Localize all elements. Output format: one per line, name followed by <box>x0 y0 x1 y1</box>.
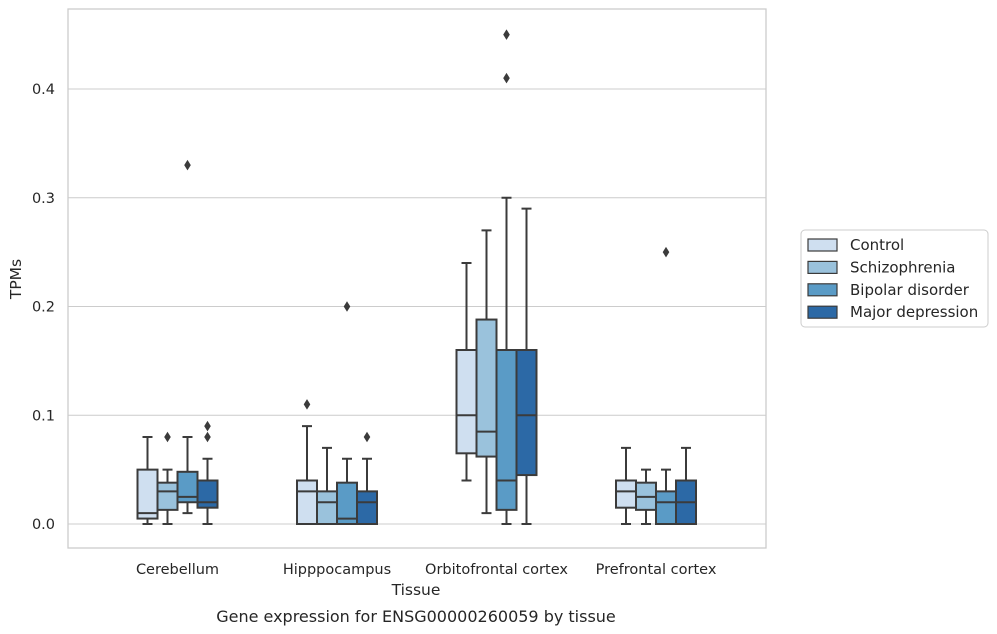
iqr-box <box>136 468 159 520</box>
x-tick-label: Hipppocampus <box>283 562 391 578</box>
box-schizophrenia <box>635 468 657 525</box>
y-tick-label: 0.3 <box>32 191 55 207</box>
y-axis-title: TPMs <box>7 259 25 300</box>
outlier-point <box>662 246 670 258</box>
iqr-box <box>316 490 338 525</box>
iqr-box <box>615 479 637 509</box>
y-tick-label: 0.4 <box>32 82 55 98</box>
legend-swatch <box>807 238 838 252</box>
legend-label: Major depression <box>850 303 978 321</box>
box-control <box>455 262 478 482</box>
y-tick-label: 0.1 <box>32 408 55 424</box>
iqr-box <box>196 479 219 509</box>
box-schizophrenia <box>475 229 498 515</box>
legend-frame <box>800 229 989 328</box>
y-tick-label: 0.2 <box>32 300 55 316</box>
outlier-point <box>164 431 171 443</box>
legend-swatch <box>807 260 838 274</box>
iqr-box <box>356 490 378 525</box>
box-control <box>136 436 159 525</box>
x-axis-title: Tissue <box>391 581 441 599</box>
legend-label: Control <box>850 236 904 254</box>
y-axis-tick-labels: 0.0 0.1 0.2 0.3 0.4 <box>32 82 55 533</box>
iqr-box <box>455 349 478 455</box>
x-tick-label: Orbitofrontal cortex <box>425 562 568 578</box>
box-control <box>296 399 318 525</box>
box-major-depression <box>196 420 219 525</box>
legend-label: Bipolar disorder <box>850 281 970 299</box>
iqr-box <box>515 349 538 477</box>
x-tick-label: Cerebellum <box>136 562 219 578</box>
legend-swatch <box>807 283 838 297</box>
legend-swatch <box>807 305 838 319</box>
plot-area-frame <box>67 8 767 549</box>
outlier-point <box>503 29 510 40</box>
iqr-box <box>475 318 498 458</box>
iqr-box <box>296 479 318 525</box>
chart-caption: Gene expression for ENSG00000260059 by t… <box>216 607 616 626</box>
iqr-box <box>156 481 179 511</box>
x-tick-label: Prefrontal cortex <box>596 562 717 578</box>
iqr-box <box>655 490 677 525</box>
outlier-point <box>343 301 351 312</box>
outlier-point <box>204 420 211 432</box>
legend: Control Schizophrenia Bipolar disorder Majo… <box>800 229 989 328</box>
box-bipolar-disorder <box>176 159 199 515</box>
outlier-point <box>503 72 510 84</box>
outlier-point <box>184 159 191 171</box>
box-plot-series <box>136 29 697 525</box>
y-tick-label: 0.0 <box>32 517 55 533</box>
outlier-point <box>303 399 311 410</box>
box-major-depression <box>515 207 538 525</box>
iqr-box <box>495 349 518 511</box>
box-major-depression <box>356 431 378 525</box>
box-major-depression <box>675 446 697 525</box>
outlier-point <box>363 431 371 443</box>
legend-label: Schizophrenia <box>850 258 955 276</box>
x-axis-tick-labels: Cerebellum Hipppocampus Orbitofrontal cort… <box>136 562 717 578</box>
outlier-point <box>204 431 211 443</box>
